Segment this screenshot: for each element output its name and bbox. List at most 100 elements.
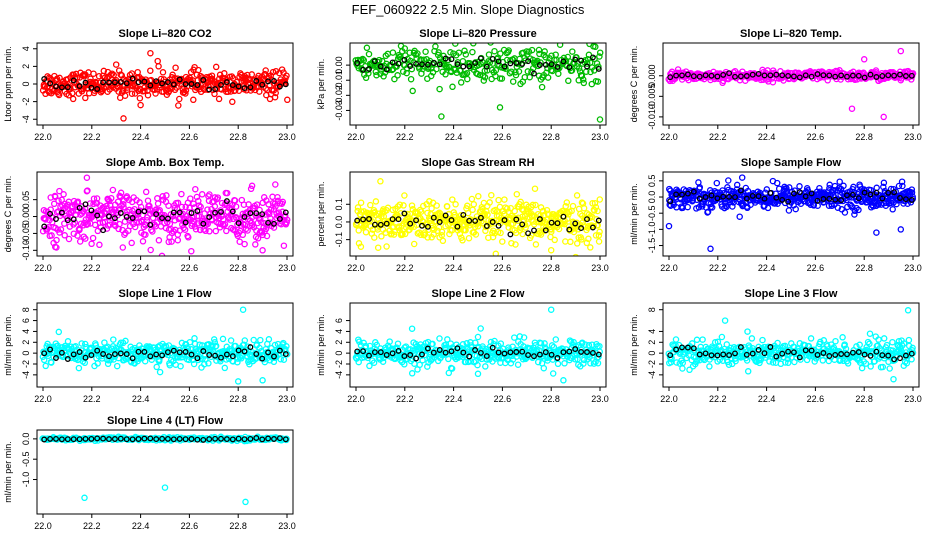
chart-title: Slope Line 4 (LT) Flow (107, 415, 223, 427)
highlight-point (235, 435, 242, 442)
x-tick-label: 23.0 (591, 394, 609, 404)
data-point (763, 186, 771, 193)
highlight-point (253, 78, 260, 84)
highlight-point (714, 73, 721, 80)
highlight-point (814, 197, 821, 204)
highlight-point (47, 80, 54, 87)
data-points (39, 433, 290, 506)
y-tick-label: 6 (21, 318, 31, 323)
highlight-point (572, 220, 579, 227)
plot-frame (349, 302, 607, 388)
x-tick-label: 22.6 (181, 263, 199, 273)
x-tick-label: 22.2 (396, 263, 414, 273)
data-point (548, 342, 556, 349)
data-point (883, 341, 891, 349)
highlight-point (897, 71, 903, 78)
x-tick-label: 23.0 (904, 132, 922, 142)
data-point (399, 68, 407, 75)
highlight-point (70, 436, 77, 443)
highlight-point (135, 208, 142, 215)
data-point (766, 358, 773, 365)
x-tick-label: 22.2 (709, 394, 727, 404)
data-point (221, 221, 229, 228)
highlight-point (891, 356, 898, 363)
data-point (256, 88, 263, 95)
highlight-point (566, 226, 573, 233)
data-point (229, 98, 236, 106)
data-point (357, 208, 365, 215)
highlight-point (708, 352, 715, 359)
data-point (93, 195, 101, 202)
data-point (149, 228, 156, 235)
x-tick-label: 22.2 (396, 132, 414, 142)
data-point (275, 209, 283, 216)
data-point (706, 363, 713, 370)
data-point (205, 360, 212, 367)
highlight-point (200, 436, 207, 443)
highlight-point (401, 210, 408, 217)
data-point (534, 358, 542, 366)
highlight-point (371, 58, 378, 65)
y-tick-label: 0.0 (647, 191, 657, 204)
x-tick-label: 22.8 (542, 263, 560, 273)
data-point (252, 241, 259, 248)
data-point (141, 87, 148, 95)
highlight-point (76, 436, 83, 443)
highlight-point (58, 209, 65, 216)
highlight-point (282, 209, 289, 216)
data-point (55, 91, 63, 99)
highlight-point (265, 78, 272, 85)
highlight-point (223, 436, 230, 443)
y-axis-label: degrees C per min. (629, 46, 639, 123)
data-point (100, 67, 108, 75)
data-point (684, 203, 691, 211)
highlight-point (720, 193, 727, 200)
highlight-point (94, 347, 101, 354)
data-point (699, 336, 706, 343)
data-point (544, 74, 552, 81)
highlight-point (702, 72, 709, 79)
data-point (679, 359, 687, 367)
data-point (116, 220, 123, 228)
data-point-outlier (738, 174, 746, 181)
y-tick-label: -0.02 (334, 85, 344, 106)
highlight-point (229, 208, 236, 215)
highlight-point (885, 189, 892, 196)
data-point (587, 244, 594, 251)
data-point (517, 198, 524, 206)
highlight-point (170, 436, 177, 443)
data-point (897, 345, 904, 352)
highlight-point (389, 350, 396, 357)
highlight-point (855, 349, 862, 356)
data-point (492, 206, 499, 214)
data-point (188, 247, 195, 255)
data-point (585, 235, 592, 243)
x-tick-label: 22.6 (181, 394, 199, 404)
highlight-point (767, 344, 774, 350)
data-point (692, 358, 700, 365)
data-point (469, 346, 477, 354)
data-point (113, 362, 121, 370)
highlight-point (47, 346, 54, 353)
highlight-point (808, 73, 815, 80)
x-tick-label: 22.8 (855, 394, 873, 404)
data-point (732, 357, 739, 365)
data-point (786, 184, 793, 191)
y-tick-label: 0 (21, 81, 31, 86)
data-point (463, 69, 471, 77)
highlight-point (395, 216, 402, 223)
plot-frame (36, 171, 294, 257)
highlight-point (472, 60, 479, 67)
y-tick-label: -4 (334, 371, 344, 379)
highlight-point (182, 436, 189, 443)
data-point (562, 238, 569, 245)
data-point (433, 202, 440, 209)
highlight-point (395, 60, 402, 67)
data-point (114, 198, 122, 205)
data-point (212, 342, 220, 350)
highlight-point (282, 351, 289, 358)
highlight-point (684, 344, 691, 351)
data-point (120, 200, 127, 208)
x-tick-label: 22.2 (83, 132, 101, 142)
data-point (60, 191, 67, 198)
